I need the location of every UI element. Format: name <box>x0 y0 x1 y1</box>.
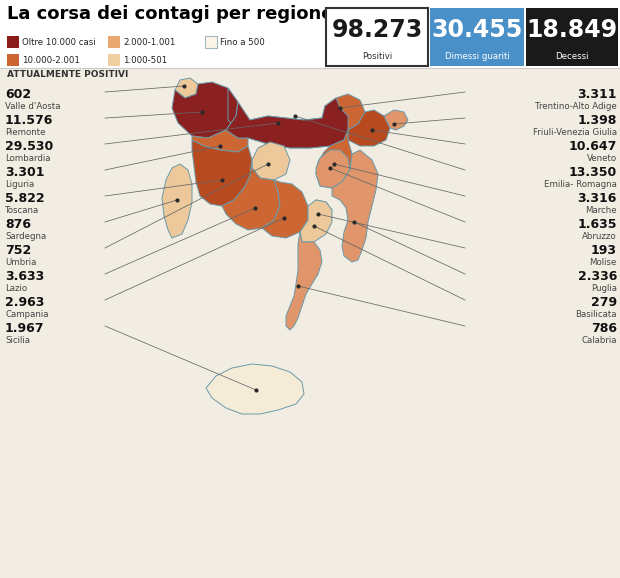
Polygon shape <box>332 150 378 262</box>
Text: 786: 786 <box>591 322 617 335</box>
Text: 10.000-2.001: 10.000-2.001 <box>22 56 80 65</box>
Polygon shape <box>262 180 308 238</box>
Text: 3.316: 3.316 <box>578 192 617 205</box>
Text: 3.301: 3.301 <box>5 166 45 179</box>
Text: Trentino-Alto Adige: Trentino-Alto Adige <box>535 102 617 111</box>
Polygon shape <box>316 150 350 188</box>
Bar <box>205 36 217 48</box>
Text: Friuli-Venezia Giulia: Friuli-Venezia Giulia <box>533 128 617 137</box>
Text: Calabria: Calabria <box>582 336 617 345</box>
Polygon shape <box>192 140 252 206</box>
Text: Abruzzo: Abruzzo <box>582 232 617 241</box>
Text: Piemonte: Piemonte <box>5 128 45 137</box>
Polygon shape <box>286 232 322 330</box>
Text: Decessi: Decessi <box>556 52 589 61</box>
Bar <box>430 8 524 66</box>
Text: 30.455: 30.455 <box>432 18 523 42</box>
Bar <box>7 54 19 66</box>
Bar <box>0 0 620 68</box>
Text: 98.273: 98.273 <box>331 18 423 42</box>
Text: Positivi: Positivi <box>362 52 392 61</box>
Text: Basilicata: Basilicata <box>575 310 617 319</box>
Polygon shape <box>384 110 408 130</box>
Polygon shape <box>162 164 192 238</box>
Text: Veneto: Veneto <box>587 154 617 163</box>
Text: 18.849: 18.849 <box>526 18 618 42</box>
Text: 5.822: 5.822 <box>5 192 45 205</box>
Text: 2.963: 2.963 <box>5 296 45 309</box>
Text: Molise: Molise <box>590 258 617 267</box>
Text: 3.311: 3.311 <box>577 88 617 101</box>
Text: Campania: Campania <box>5 310 48 319</box>
Text: 2.336: 2.336 <box>578 270 617 283</box>
Text: Dimessi guariti: Dimessi guariti <box>445 52 510 61</box>
Text: 2.000-1.001: 2.000-1.001 <box>123 38 175 47</box>
Text: Sicilia: Sicilia <box>5 336 30 345</box>
Text: Lombardia: Lombardia <box>5 154 50 163</box>
Text: Puglia: Puglia <box>591 284 617 293</box>
Polygon shape <box>252 142 290 180</box>
Polygon shape <box>222 160 280 230</box>
Polygon shape <box>228 88 348 148</box>
Text: Lazio: Lazio <box>5 284 27 293</box>
Text: 279: 279 <box>591 296 617 309</box>
Polygon shape <box>226 98 348 148</box>
Polygon shape <box>172 82 238 138</box>
Text: 193: 193 <box>591 244 617 257</box>
Polygon shape <box>348 110 390 146</box>
Bar <box>108 54 120 66</box>
Text: 1.000-501: 1.000-501 <box>123 56 167 65</box>
Text: 1.398: 1.398 <box>578 114 617 127</box>
Polygon shape <box>175 78 198 98</box>
Text: Sardegna: Sardegna <box>5 232 46 241</box>
Text: 876: 876 <box>5 218 31 231</box>
Bar <box>7 36 19 48</box>
Text: Umbria: Umbria <box>5 258 37 267</box>
Text: 3.633: 3.633 <box>5 270 44 283</box>
Bar <box>326 8 428 66</box>
Text: Emilia- Romagna: Emilia- Romagna <box>544 180 617 189</box>
Text: 11.576: 11.576 <box>5 114 53 127</box>
Text: 1.635: 1.635 <box>577 218 617 231</box>
Text: 1.967: 1.967 <box>5 322 45 335</box>
Text: 602: 602 <box>5 88 31 101</box>
Polygon shape <box>310 200 332 224</box>
Text: 752: 752 <box>5 244 31 257</box>
Text: 13.350: 13.350 <box>569 166 617 179</box>
Polygon shape <box>300 200 332 242</box>
Text: 29.530: 29.530 <box>5 140 53 153</box>
Text: La corsa dei contagi per regione: La corsa dei contagi per regione <box>7 5 334 23</box>
Polygon shape <box>206 364 304 414</box>
Polygon shape <box>192 130 248 152</box>
Text: Oltre 10.000 casi: Oltre 10.000 casi <box>22 38 95 47</box>
Text: Liguria: Liguria <box>5 180 34 189</box>
Polygon shape <box>322 94 365 130</box>
Bar <box>526 8 618 66</box>
Text: Toscana: Toscana <box>5 206 39 215</box>
Text: Marche: Marche <box>585 206 617 215</box>
Text: 10.647: 10.647 <box>569 140 617 153</box>
Text: Fino a 500: Fino a 500 <box>220 38 265 47</box>
Polygon shape <box>316 130 352 188</box>
Text: Valle d'Aosta: Valle d'Aosta <box>5 102 61 111</box>
Bar <box>108 36 120 48</box>
Text: ATTUALMENTE POSITIVI: ATTUALMENTE POSITIVI <box>7 70 128 79</box>
